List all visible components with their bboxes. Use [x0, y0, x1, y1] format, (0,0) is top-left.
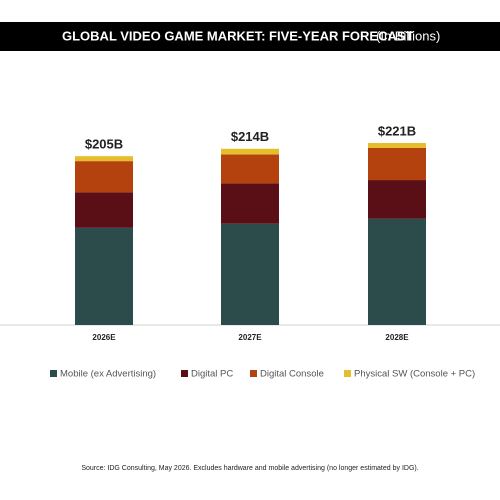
chart-subtitle: (In Billions): [376, 28, 440, 43]
bar-segment: [368, 218, 426, 325]
source-note: Source: IDG Consulting, May 2026. Exclud…: [81, 465, 418, 472]
bar-segment: [75, 161, 133, 193]
legend-swatch: [181, 370, 188, 377]
bar-segment: [221, 148, 279, 155]
bar-segment: [368, 143, 426, 148]
bar-segment: [75, 156, 133, 162]
total-label: $221B: [378, 123, 416, 138]
legend-swatch: [344, 370, 351, 377]
legend-label: Digital Console: [260, 369, 324, 380]
bar-segment: [368, 180, 426, 219]
x-tick-label: 2026E: [92, 333, 116, 342]
bar-segment: [221, 183, 279, 224]
legend-label: Mobile (ex Advertising): [60, 369, 156, 380]
total-label: $205B: [85, 137, 123, 152]
legend-label: Digital PC: [191, 369, 233, 380]
total-label: $214B: [231, 129, 269, 144]
x-tick-label: 2028E: [385, 333, 409, 342]
x-tick-label: 2027E: [238, 333, 262, 342]
legend-label: Physical SW (Console + PC): [354, 369, 475, 380]
bar-segment: [75, 192, 133, 228]
chart-title: GLOBAL VIDEO GAME MARKET: FIVE-YEAR FORE…: [62, 28, 414, 43]
bar-segment: [368, 147, 426, 181]
legend-swatch: [250, 370, 257, 377]
bar-segment: [75, 227, 133, 325]
title-bar: [0, 22, 500, 51]
bar-segment: [221, 223, 279, 325]
bar-segment: [221, 154, 279, 184]
legend-swatch: [50, 370, 57, 377]
